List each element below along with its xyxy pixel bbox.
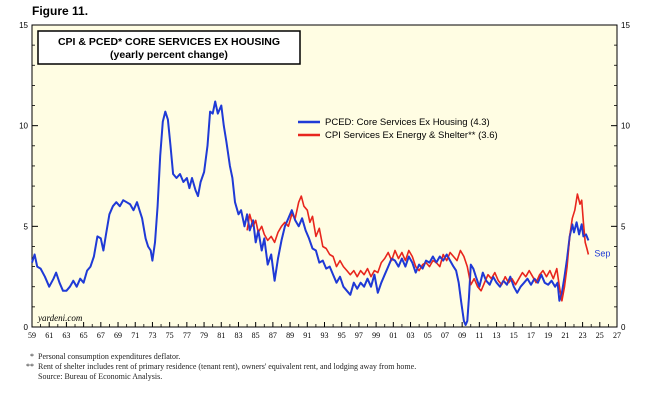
x-tick-label: 59 [28,331,36,340]
x-tick-label: 65 [80,331,88,340]
footnotes: * Personal consumption expenditures defl… [14,352,416,382]
series-line-1-overlay [246,209,590,326]
x-tick-label: 17 [527,331,535,340]
x-tick-label: 97 [355,331,363,340]
legend-label-1: PCED: Core Services Ex Housing (4.3) [325,117,490,128]
x-tick-label: 87 [269,331,277,340]
x-tick-label: 03 [407,331,415,340]
y-tick-label-right: 0 [621,323,626,332]
x-tick-label: 19 [544,331,552,340]
x-tick-label: 63 [62,331,70,340]
x-tick-label: 83 [234,331,242,340]
legend-label-2: CPI Services Ex Energy & Shelter** (3.6) [325,130,498,141]
y-tick-label-left: 15 [19,21,28,30]
x-tick-label: 61 [45,331,53,340]
y-tick-label-left: 10 [19,122,28,131]
x-tick-label: 95 [338,331,346,340]
y-tick-label-left: 0 [24,323,29,332]
y-tick-label-right: 5 [621,222,626,231]
x-tick-label: 01 [389,331,397,340]
end-label: Sep [594,248,610,258]
x-tick-label: 11 [476,331,484,340]
figure-label: Figure 11. [32,4,89,18]
x-tick-label: 69 [114,331,122,340]
x-tick-label: 07 [441,331,449,340]
x-tick-label: 09 [458,331,466,340]
x-tick-label: 05 [424,331,432,340]
title-box [37,30,301,65]
x-tick-label: 13 [493,331,501,340]
x-tick-label: 77 [183,331,191,340]
x-tick-label: 25 [596,331,604,340]
x-tick-label: 71 [131,331,139,340]
x-tick-label: 27 [613,331,621,340]
y-tick-label-right: 15 [621,21,630,30]
x-tick-label: 23 [579,331,587,340]
footnote-1: * Personal consumption expenditures defl… [30,352,181,361]
x-tick-label: 79 [200,331,208,340]
x-tick-label: 15 [510,331,518,340]
x-tick-label: 93 [321,331,329,340]
chart-subtitle: (yearly percent change) [110,49,228,61]
x-tick-label: 85 [252,331,260,340]
x-tick-label: 75 [166,331,174,340]
footnote-2: ** Rent of shelter includes rent of prim… [26,362,417,371]
x-tick-label: 81 [217,331,225,340]
x-tick-label: 67 [97,331,105,340]
x-tick-label: 99 [372,331,380,340]
x-tick-label: 91 [303,331,311,340]
series-line-2 [246,193,590,302]
x-tick-label: 21 [561,331,569,340]
chart-title: CPI & PCED* CORE SERVICES EX HOUSING [58,36,280,48]
x-tick-label: 89 [286,331,294,340]
x-tick-label: 73 [148,331,156,340]
y-tick-label-left: 5 [24,222,29,231]
y-tick-label-right: 10 [621,122,630,131]
watermark: yardeni.com [37,313,83,323]
source-note: Source: Bureau of Economic Analysis. [38,372,163,381]
